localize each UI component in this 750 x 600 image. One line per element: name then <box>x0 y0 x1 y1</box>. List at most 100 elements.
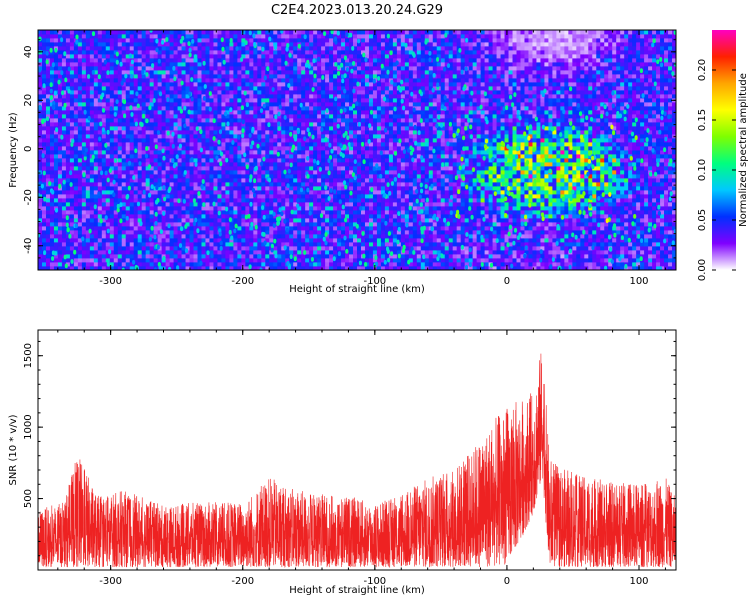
heatmap-cell <box>620 158 625 163</box>
heatmap-cell <box>372 194 378 199</box>
heatmap-cell <box>301 242 306 247</box>
heatmap-cell <box>540 178 545 183</box>
heatmap-cell <box>452 198 458 203</box>
heatmap-cell <box>253 258 258 263</box>
heatmap-cell <box>616 254 621 259</box>
heatmap-cell <box>109 182 115 187</box>
heatmap-cell <box>205 262 210 267</box>
heatmap-cell <box>305 178 310 183</box>
heatmap-cell <box>357 246 362 251</box>
heatmap-cell <box>568 238 573 243</box>
heatmap-cell <box>440 166 446 171</box>
heatmap-cell <box>664 210 669 215</box>
heatmap-cell <box>321 154 326 159</box>
heatmap-cell <box>620 182 625 187</box>
heatmap-cell <box>500 162 505 167</box>
heatmap-cell <box>269 198 274 203</box>
heatmap-cell <box>73 154 79 159</box>
heatmap-cell <box>201 250 206 255</box>
heatmap-cell <box>277 258 282 263</box>
heatmap-cell <box>476 210 482 215</box>
heatmap-cell <box>648 234 653 239</box>
heatmap-cell <box>584 258 589 263</box>
heatmap-cell <box>317 198 322 203</box>
heatmap-cell <box>53 254 59 259</box>
heatmap-cell <box>345 266 350 270</box>
heatmap-cell <box>580 190 585 195</box>
heatmap-cell <box>668 254 673 259</box>
heatmap-cell <box>364 174 370 179</box>
heatmap-cell <box>205 258 210 263</box>
heatmap-cell <box>532 186 537 191</box>
heatmap-cell <box>289 154 294 159</box>
heatmap-cell <box>45 242 51 247</box>
heatmap-cell <box>404 246 410 251</box>
heatmap-cell <box>524 166 529 171</box>
heatmap-cell <box>61 150 67 155</box>
heatmap-cell <box>404 254 410 259</box>
heatmap-cell <box>237 182 242 187</box>
heatmap-cell <box>416 154 422 159</box>
heatmap-cell <box>456 258 462 263</box>
heatmap-cell <box>221 178 226 183</box>
heatmap-cell <box>297 238 302 243</box>
heatmap-cell <box>400 174 406 179</box>
heatmap-cell <box>97 178 103 183</box>
heatmap-cell <box>269 222 274 227</box>
heatmap-cell <box>620 170 625 175</box>
heatmap-cell <box>349 158 354 163</box>
heatmap-cell <box>372 170 378 175</box>
heatmap-cell <box>648 178 653 183</box>
heatmap-cell <box>93 250 99 255</box>
heatmap-cell <box>169 182 174 187</box>
heatmap-cell <box>596 254 601 259</box>
heatmap-cell <box>41 222 47 227</box>
heatmap-cell <box>576 206 581 211</box>
heatmap-cell <box>173 250 178 255</box>
heatmap-cell <box>185 170 190 175</box>
heatmap-cell <box>608 182 613 187</box>
heatmap-cell <box>245 174 250 179</box>
heatmap-cell <box>448 262 454 267</box>
heatmap-cell <box>552 206 557 211</box>
heatmap-cell <box>245 210 250 215</box>
heatmap-cell <box>584 198 589 203</box>
heatmap-cell <box>113 178 119 183</box>
heatmap-cell <box>400 258 406 263</box>
heatmap-cell <box>588 226 593 231</box>
heatmap-cell <box>556 262 561 267</box>
heatmap-cell <box>69 214 75 219</box>
heatmap-cell <box>89 170 95 175</box>
heatmap-cell <box>249 262 254 267</box>
heatmap-cell <box>664 234 669 239</box>
heatmap-cell <box>468 178 474 183</box>
heatmap-cell <box>420 246 426 251</box>
heatmap-cell <box>436 222 442 227</box>
heatmap-cell <box>293 158 298 163</box>
heatmap-cell <box>612 194 617 199</box>
heatmap-cell <box>456 234 462 239</box>
heatmap-cell <box>285 198 290 203</box>
heatmap-cell <box>424 222 430 227</box>
heatmap-cell <box>249 186 254 191</box>
heatmap-cell <box>364 222 370 227</box>
heatmap-cell <box>293 218 298 223</box>
heatmap-cell <box>149 198 155 203</box>
heatmap-cell <box>408 182 414 187</box>
heatmap-cell <box>185 222 190 227</box>
heatmap-cell <box>269 146 274 151</box>
heatmap-cell <box>257 206 262 211</box>
heatmap-cell <box>69 218 75 223</box>
heatmap-cell <box>596 158 601 163</box>
heatmap-cell <box>648 222 653 227</box>
heatmap-cell <box>396 186 402 191</box>
heatmap-cell <box>137 182 143 187</box>
heatmap-cell <box>512 198 517 203</box>
heatmap-cell <box>285 186 290 191</box>
heatmap-cell <box>45 222 51 227</box>
heatmap-cell <box>648 198 653 203</box>
heatmap-cell <box>408 194 414 199</box>
heatmap-cell <box>185 210 190 215</box>
heatmap-cell <box>568 194 573 199</box>
